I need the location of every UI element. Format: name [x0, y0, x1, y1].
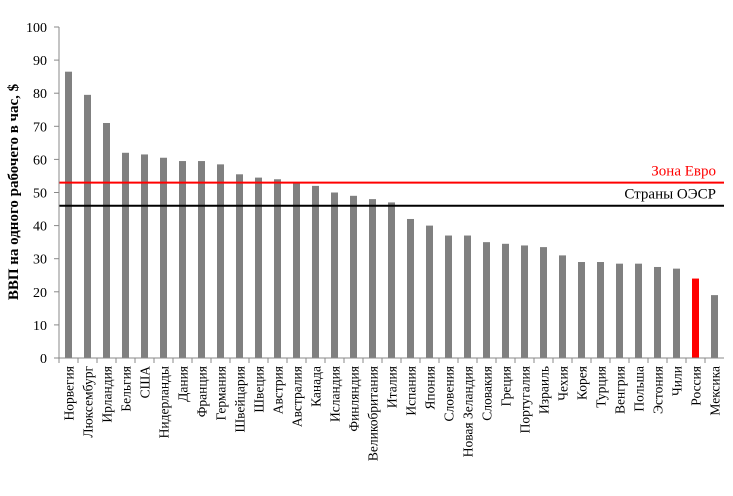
y-tick-label: 80 — [33, 87, 47, 102]
bar — [255, 177, 262, 358]
y-tick-label: 60 — [33, 153, 47, 168]
category-label: Бельгия — [119, 366, 134, 412]
bar — [559, 255, 566, 358]
bar — [122, 152, 129, 358]
category-label: Австрия — [271, 366, 286, 414]
bar — [445, 235, 452, 358]
bar — [388, 202, 395, 358]
y-tick-label: 40 — [33, 220, 47, 235]
y-tick-label: 70 — [33, 120, 47, 135]
category-labels: Норвегия Люксембург Ирландия Бельгия США Ниде… — [58, 358, 723, 461]
bar — [160, 157, 167, 358]
bar — [141, 154, 148, 358]
bar — [293, 182, 300, 358]
category-label: Испания — [404, 366, 419, 416]
category-label: США — [138, 366, 153, 399]
category-label: Россия — [689, 366, 704, 406]
category-label: Греция — [499, 366, 514, 406]
bar — [426, 225, 433, 358]
bar — [521, 245, 528, 358]
bar — [464, 235, 471, 358]
reference-line-label: Зона Евро — [651, 164, 716, 180]
y-axis-ticks: 0 10 20 30 40 50 60 70 80 90 100 — [26, 21, 59, 367]
bar — [198, 161, 205, 358]
bar — [103, 122, 110, 359]
bar — [540, 247, 547, 358]
bar — [350, 195, 357, 358]
y-tick-label: 90 — [33, 54, 47, 69]
category-label: Чили — [670, 366, 685, 396]
bar — [369, 199, 376, 358]
category-label: Исландия — [328, 366, 343, 422]
bar — [635, 263, 642, 358]
bars — [65, 71, 718, 359]
category-label: Люксембург — [81, 366, 96, 438]
category-label: Италия — [385, 366, 400, 408]
category-label: Эстония — [651, 366, 666, 414]
category-label: Германия — [214, 366, 229, 420]
category-label: Турция — [594, 366, 609, 408]
axes — [58, 27, 724, 359]
bar — [312, 185, 319, 358]
category-label: Словакия — [480, 366, 495, 421]
bar — [217, 164, 224, 358]
y-tick-label: 100 — [26, 21, 47, 36]
category-label: Португалия — [518, 366, 533, 433]
y-tick-label: 0 — [40, 352, 47, 367]
bar — [407, 218, 414, 358]
reference-lines: Зона Евро Страны ОЭСР — [59, 164, 724, 207]
category-label: Швейцария — [233, 366, 248, 433]
bar — [483, 242, 490, 358]
bar — [673, 268, 680, 358]
category-label: Канада — [309, 366, 324, 407]
category-label: Франция — [195, 366, 210, 417]
category-label: Финляндия — [347, 366, 362, 432]
category-label: Ирландия — [100, 366, 115, 423]
bar — [274, 179, 281, 358]
y-tick-label: 10 — [33, 319, 47, 334]
category-label: Дания — [176, 366, 191, 402]
category-label: Великобритания — [366, 366, 381, 461]
category-label: Мексика — [708, 366, 723, 416]
y-tick-label: 30 — [33, 253, 47, 268]
bar — [711, 295, 718, 358]
category-label: Венгрия — [613, 366, 628, 414]
category-label: Словения — [442, 366, 457, 421]
bar — [597, 262, 604, 358]
category-label: Австралия — [290, 366, 305, 427]
category-label: Нидерланды — [157, 366, 172, 438]
bar — [179, 161, 186, 358]
reference-line-label: Страны ОЭСР — [624, 187, 716, 203]
y-tick-label: 50 — [33, 187, 47, 202]
category-label: Япония — [423, 366, 438, 410]
bar — [692, 278, 699, 358]
bar — [331, 192, 338, 358]
y-tick-label: 20 — [33, 286, 47, 301]
bar — [654, 266, 661, 358]
category-label: Польша — [632, 366, 647, 412]
bar — [616, 263, 623, 358]
category-label: Чехия — [556, 366, 571, 401]
bar — [65, 71, 72, 358]
category-label: Норвегия — [62, 366, 77, 421]
category-label: Новая Зеландия — [461, 366, 476, 457]
bar — [502, 243, 509, 358]
category-label: Швеция — [252, 366, 267, 413]
category-label: Израиль — [537, 366, 552, 414]
bar — [578, 262, 585, 358]
y-axis-label: ВВП на одного рабочего в час, $ — [6, 83, 22, 300]
bar — [236, 174, 243, 358]
category-label: Корея — [575, 366, 590, 400]
bar — [84, 94, 91, 358]
